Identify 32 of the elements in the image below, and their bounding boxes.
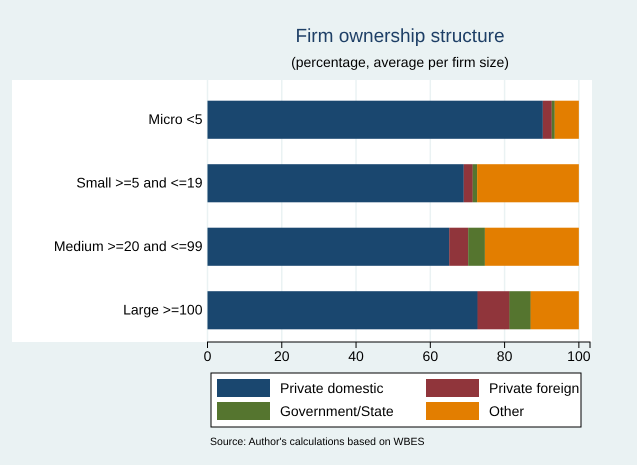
legend-label: Private foreign xyxy=(489,380,580,396)
bar xyxy=(530,291,579,330)
chart-title: Firm ownership structure xyxy=(295,26,505,47)
legend-label: Other xyxy=(489,403,524,419)
bar xyxy=(208,164,464,202)
legend-label: Private domestic xyxy=(280,380,384,396)
x-tick-label: 40 xyxy=(348,348,364,364)
x-tick-label: 100 xyxy=(567,348,591,364)
bar xyxy=(468,228,485,266)
bar xyxy=(208,100,543,139)
bar xyxy=(542,100,552,139)
chart-subtitle: (percentage, average per firm size) xyxy=(291,54,509,70)
y-tick-label: Medium >=20 and <=99 xyxy=(54,238,203,254)
bar xyxy=(449,228,468,266)
bar xyxy=(208,228,450,266)
x-tick-label: 60 xyxy=(422,348,438,364)
bar xyxy=(464,164,473,202)
bar xyxy=(472,164,478,202)
y-tick-label: Micro <5 xyxy=(148,111,203,128)
bar xyxy=(477,291,510,330)
legend-label: Government/State xyxy=(280,403,394,419)
bar xyxy=(554,100,579,139)
bar xyxy=(484,228,579,266)
x-tick-label: 80 xyxy=(496,348,513,364)
y-tick-label: Small >=5 and <=19 xyxy=(76,174,203,191)
bar xyxy=(477,164,579,202)
y-tick-label: Large >=100 xyxy=(123,302,203,318)
source-note: Source: Author's calculations based on WBES xyxy=(210,436,424,448)
bar xyxy=(208,291,478,330)
x-tick-label: 20 xyxy=(274,348,290,364)
bar xyxy=(509,291,531,330)
x-tick-label: 0 xyxy=(204,348,212,364)
